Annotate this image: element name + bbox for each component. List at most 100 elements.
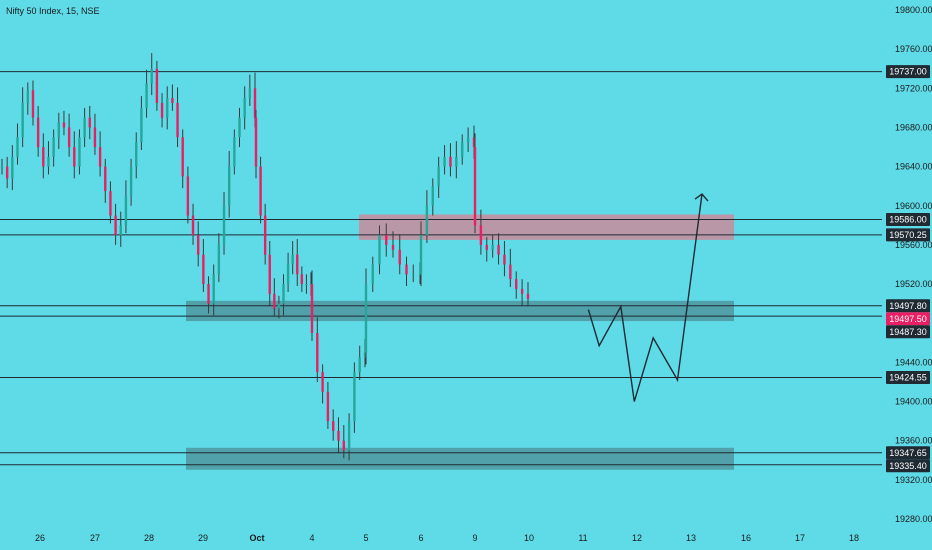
candle xyxy=(503,241,506,277)
candle xyxy=(398,234,401,275)
candle xyxy=(466,127,470,152)
candle xyxy=(227,150,231,218)
level-price-label: 19737.00 xyxy=(886,65,930,79)
candle xyxy=(282,274,285,316)
candle xyxy=(5,156,9,189)
x-axis: 26 27 28 29 Oct 4 5 6 9 10 11 12 13 16 17 18 xyxy=(35,533,859,543)
y-tick-label: 19640.00 xyxy=(895,162,932,172)
x-tick-label: 13 xyxy=(686,533,696,543)
candle xyxy=(431,178,434,216)
level-price-label: 19586.00 xyxy=(886,212,930,226)
candle xyxy=(449,143,452,177)
candle xyxy=(364,268,368,365)
candle xyxy=(353,362,356,433)
candle xyxy=(93,113,97,155)
x-tick-label: 29 xyxy=(198,533,208,543)
candle xyxy=(217,233,221,283)
support-zone-lower xyxy=(186,447,734,470)
level-price-label: 19497.80 xyxy=(886,299,930,313)
candle xyxy=(67,113,71,157)
candle xyxy=(326,381,330,429)
candle xyxy=(78,129,81,175)
x-tick-label: 12 xyxy=(632,533,642,543)
svg-text:19497.50: 19497.50 xyxy=(889,314,927,324)
candle xyxy=(358,345,361,381)
candle xyxy=(238,107,241,148)
candle xyxy=(104,158,107,203)
candle xyxy=(300,266,304,292)
candle xyxy=(88,105,91,140)
candle xyxy=(526,282,530,307)
candle xyxy=(109,181,112,224)
candle xyxy=(263,203,267,265)
candle xyxy=(36,105,40,157)
x-tick-label: 11 xyxy=(578,533,587,543)
candle xyxy=(114,203,117,245)
level-price-label: 19347.65 xyxy=(886,446,930,460)
candle xyxy=(497,233,500,265)
candle xyxy=(310,270,314,341)
candle xyxy=(26,82,30,115)
candle xyxy=(378,225,381,275)
candle xyxy=(124,180,128,234)
candle xyxy=(171,84,174,111)
candle xyxy=(129,158,133,206)
candle xyxy=(135,132,138,179)
projection-path xyxy=(587,193,703,402)
candle xyxy=(337,417,340,453)
candle xyxy=(371,256,374,292)
y-tick-label: 19720.00 xyxy=(895,83,932,93)
svg-text:19586.00: 19586.00 xyxy=(889,214,927,224)
candle xyxy=(437,156,440,198)
candle xyxy=(0,158,4,175)
candle xyxy=(21,87,24,148)
candle xyxy=(347,413,351,461)
candle xyxy=(207,276,210,314)
resistance-zone xyxy=(359,214,734,240)
candle xyxy=(291,241,294,275)
candle xyxy=(145,69,148,118)
projection-layer xyxy=(587,193,709,402)
candle xyxy=(42,133,45,179)
y-tick-label: 19520.00 xyxy=(895,279,932,289)
y-tick-label: 19680.00 xyxy=(895,122,932,132)
candle xyxy=(412,264,415,283)
y-tick-label: 19440.00 xyxy=(895,357,932,367)
candle xyxy=(461,134,464,165)
candle xyxy=(332,409,335,441)
y-tick-label: 19320.00 xyxy=(895,475,932,485)
x-tick-label: 10 xyxy=(524,533,534,543)
candle xyxy=(305,274,308,294)
plot-background xyxy=(0,0,882,525)
candle xyxy=(485,237,488,262)
support-zone-upper xyxy=(186,300,734,322)
candle xyxy=(73,131,76,179)
candle xyxy=(155,60,159,111)
x-tick-label: 6 xyxy=(418,533,423,543)
candle xyxy=(405,256,408,287)
y-tick-label: 19760.00 xyxy=(895,44,932,54)
candle xyxy=(119,211,122,247)
candle xyxy=(197,221,200,267)
svg-text:19570.25: 19570.25 xyxy=(889,230,927,240)
y-tick-label: 19360.00 xyxy=(895,436,932,446)
candle xyxy=(479,209,483,255)
candle xyxy=(425,190,429,243)
candle xyxy=(342,425,345,459)
candle xyxy=(491,235,494,258)
y-tick-label: 19280.00 xyxy=(895,514,932,524)
candle xyxy=(166,86,169,130)
x-tick-label: 16 xyxy=(741,533,751,543)
candle xyxy=(160,93,164,128)
candle xyxy=(11,145,14,191)
candle xyxy=(191,203,195,245)
candle xyxy=(316,317,319,382)
x-tick-label: Oct xyxy=(249,533,264,543)
candle xyxy=(140,96,143,150)
candle xyxy=(176,87,179,148)
candle xyxy=(268,241,271,306)
candle xyxy=(259,156,262,224)
svg-text:19424.55: 19424.55 xyxy=(889,373,927,383)
candle xyxy=(47,141,50,175)
